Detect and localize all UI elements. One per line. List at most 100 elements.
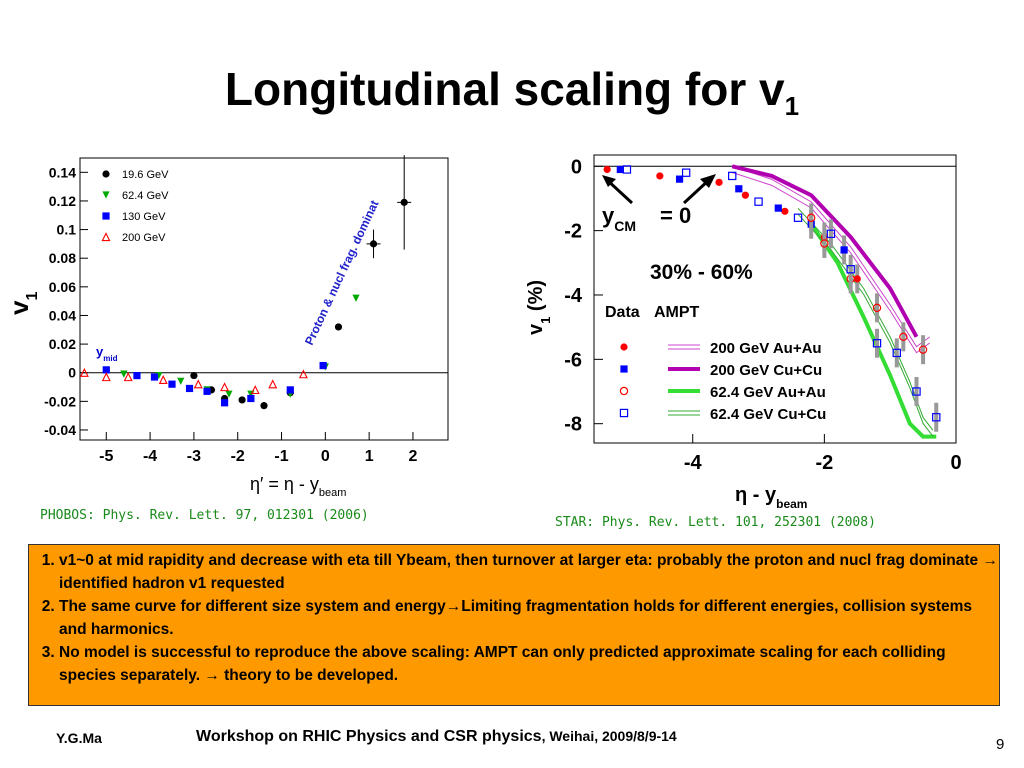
y-axis-label-sub: 1 [24, 292, 41, 301]
y-tick-label: 0.1 [57, 222, 77, 238]
y-tick-label: 0.08 [49, 250, 76, 266]
systematic-band [921, 335, 926, 365]
plot-frame [593, 154, 957, 444]
data-point [185, 384, 194, 393]
summary-list: v1~0 at mid rapidity and decrease with e… [29, 549, 999, 687]
y-tick-label: -4 [564, 285, 583, 307]
legend-marker [101, 232, 111, 242]
x-tick-label: -4 [143, 448, 157, 465]
data-point [741, 191, 749, 199]
data-point [840, 246, 848, 254]
y-tick-label: -6 [564, 349, 582, 371]
title-text: Longitudinal scaling for v [224, 63, 785, 115]
systematic-band [809, 203, 814, 233]
systematic-band [894, 338, 899, 368]
ycm-label: yCM [602, 203, 636, 234]
y-tick-label: 0.02 [49, 336, 76, 352]
data-point [826, 229, 836, 239]
data-point [120, 370, 128, 378]
footer-event: Workshop on RHIC Physics and CSR physics… [196, 728, 677, 746]
data-point [774, 204, 782, 212]
data-point [656, 172, 664, 180]
y-axis-label: v1 [4, 292, 41, 315]
ycm-arrow-left-head [602, 175, 616, 187]
x-tick-label: -2 [231, 448, 245, 465]
y-axis-label-part: v [525, 323, 547, 335]
legend-label: 200 GeV Au+Au [710, 340, 822, 357]
x-axis-label-sub: beam [776, 497, 807, 511]
data-point [603, 165, 611, 174]
data-point [123, 372, 133, 382]
y-tick-label: 0 [68, 365, 76, 381]
data-point [754, 197, 763, 206]
legend-label: 130 GeV [122, 211, 166, 223]
x-axis-label-main: η′ = η - y [250, 474, 319, 494]
data-point [220, 399, 229, 407]
phobos-v1-chart: 0.14 0.12 0.1 0.08 0.06 0.04 0.02 0 -0.02 -0.04 -5… [4, 155, 449, 499]
data-point [247, 394, 255, 403]
ymid-label-main: y [96, 344, 104, 359]
data-point [298, 369, 308, 379]
data-point [177, 377, 185, 385]
data-point [286, 386, 294, 394]
data-point [892, 348, 901, 358]
data-point [912, 387, 921, 396]
data-point [101, 372, 111, 382]
data-point [918, 345, 928, 354]
footer-event-name: Workshop on RHIC Physics and CSR physics [196, 728, 542, 745]
legend-label: 19.6 GeV [122, 169, 169, 181]
systematic-band [848, 254, 853, 284]
systematic-band [822, 229, 827, 258]
ycm-value: = 0 [660, 203, 691, 228]
y-tick-label: -0.02 [44, 393, 76, 409]
data-point [728, 171, 737, 181]
x-tick-label: 0 [321, 448, 330, 465]
model-curve [731, 164, 919, 338]
data-point [352, 294, 360, 302]
centrality-label: 30% - 60% [650, 261, 753, 284]
y-tick-label: 0.14 [49, 164, 76, 180]
footer-event-place-date: , Weihai, 2009/8/9-14 [541, 728, 677, 744]
legend-marker [102, 191, 110, 199]
x-axis-label: η - ybeam [735, 484, 807, 511]
legend-label: 200 GeV Cu+Cu [710, 362, 822, 379]
legend-label: 62.4 GeV Cu+Cu [710, 406, 826, 423]
legend-marker [102, 170, 110, 178]
x-tick-label: -3 [187, 448, 201, 465]
summary-item: The same curve for different size system… [59, 595, 999, 641]
y-tick-label: 0.12 [49, 193, 76, 209]
data-point [369, 240, 378, 248]
y-tick-label: -0.04 [44, 422, 76, 438]
data-point [158, 375, 168, 385]
data-point [681, 168, 691, 177]
slide-title: Longitudinal scaling for v1 [0, 62, 1024, 122]
x-tick-label: -2 [815, 452, 833, 474]
page-number: 9 [996, 736, 1005, 753]
y-axis-label-part: (%) [525, 280, 547, 317]
data-point [872, 339, 882, 348]
x-tick-label: 0 [950, 452, 961, 474]
x-axis-label-main: η - y [735, 484, 777, 506]
systematic-band [828, 219, 833, 249]
legend-marker [619, 408, 629, 418]
star-v1-chart: 0 -2 -4 -6 -8 -4 -2 0 v1 (%) η - ybeam yCM = 0 30% … [525, 154, 962, 511]
data-point [220, 382, 230, 392]
legend-marker [620, 343, 628, 351]
x-axis-label-sub: beam [319, 487, 347, 499]
star-citation: STAR: Phys. Rev. Lett. 101, 252301 (2008… [555, 515, 876, 530]
y-axis-label-part: 1 [538, 317, 553, 324]
x-tick-label: -4 [684, 452, 703, 474]
model-curve [809, 223, 937, 439]
legend-label: 62.4 GeV [122, 190, 169, 202]
data-point [715, 178, 723, 186]
ymid-label-sub: mid [103, 354, 117, 363]
model-curve [732, 172, 930, 354]
summary-item: v1~0 at mid rapidity and decrease with e… [59, 549, 999, 595]
data-point [735, 185, 743, 193]
data-point [932, 413, 941, 422]
data-point [807, 213, 816, 222]
x-axis-label: η′ = η - ybeam [250, 474, 346, 499]
author-label: Y.G.Ma [56, 730, 102, 746]
x-tick-label: 2 [408, 448, 417, 465]
model-curve [732, 166, 930, 348]
